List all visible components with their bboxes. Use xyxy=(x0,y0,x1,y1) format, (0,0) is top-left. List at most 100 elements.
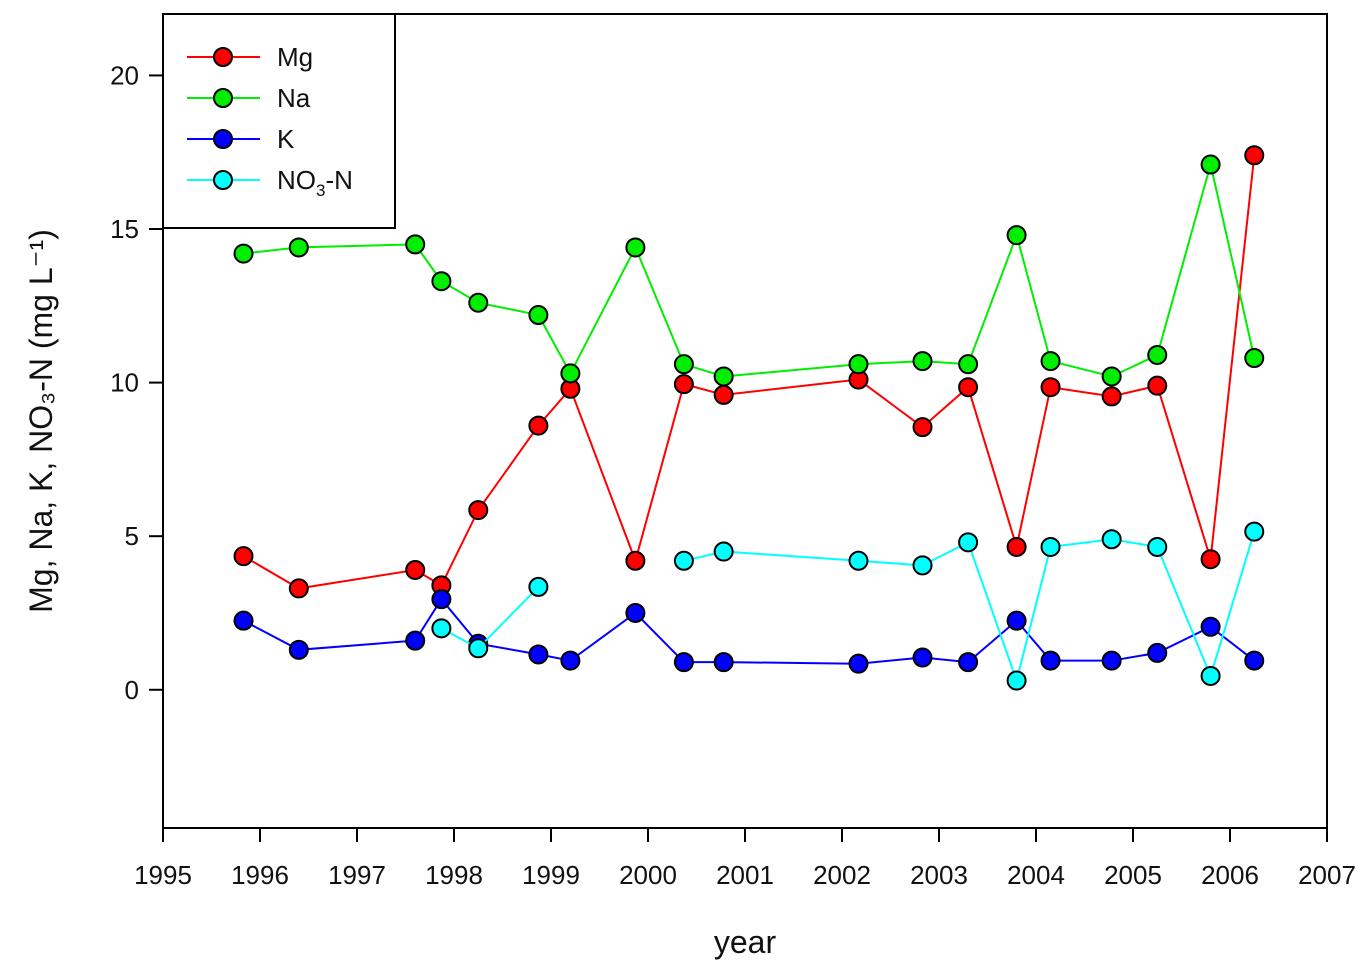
data-point xyxy=(1006,670,1027,691)
legend-item-mg: Mg xyxy=(187,42,313,72)
y-tick-label: 5 xyxy=(125,521,139,551)
data-point xyxy=(431,589,452,610)
legend-item-k: K xyxy=(187,124,295,154)
x-tick-label: 2007 xyxy=(1298,860,1356,890)
data-point xyxy=(1244,348,1265,369)
data-point xyxy=(673,550,694,571)
data-point xyxy=(625,237,646,258)
data-point xyxy=(673,652,694,673)
legend-label: Na xyxy=(277,83,311,113)
y-tick-label: 20 xyxy=(110,60,139,90)
data-point xyxy=(958,377,979,398)
data-point xyxy=(673,354,694,375)
x-tick-label: 1997 xyxy=(328,860,386,890)
data-point xyxy=(1040,536,1061,557)
x-tick-label: 2003 xyxy=(910,860,968,890)
y-tick-label: 0 xyxy=(125,675,139,705)
x-axis: 1995 1996 1997 1998 1999 2000 2001 2002 2003 2004… xyxy=(134,828,1356,890)
y-tick-label: 10 xyxy=(110,368,139,398)
y-axis: 0 5 10 15 20 xyxy=(110,60,163,705)
legend-marker xyxy=(213,129,233,149)
x-tick-label: 1999 xyxy=(522,860,580,890)
x-tick-label: 2005 xyxy=(1104,860,1162,890)
series-no-n xyxy=(431,521,1265,691)
x-tick-label: 2006 xyxy=(1201,860,1259,890)
data-point xyxy=(1244,650,1265,671)
data-point xyxy=(468,500,489,521)
data-point xyxy=(288,578,309,599)
data-point xyxy=(1147,375,1168,396)
data-point xyxy=(1040,351,1061,372)
data-point xyxy=(431,618,452,639)
data-point xyxy=(958,354,979,375)
data-point xyxy=(431,271,452,292)
data-point xyxy=(1200,665,1221,686)
data-point xyxy=(405,234,426,255)
legend-marker xyxy=(213,170,233,190)
data-point xyxy=(912,417,933,438)
data-point xyxy=(673,374,694,395)
data-point xyxy=(713,366,734,387)
series-k xyxy=(233,589,1265,674)
legend-box xyxy=(162,13,396,229)
series-mg xyxy=(233,145,1265,599)
data-point xyxy=(1244,521,1265,542)
data-point xyxy=(288,639,309,660)
data-point xyxy=(1006,536,1027,557)
legend-label: Mg xyxy=(277,42,313,72)
y-tick-label: 15 xyxy=(110,214,139,244)
x-tick-label: 1995 xyxy=(134,860,192,890)
data-point xyxy=(1244,145,1265,166)
data-point xyxy=(560,363,581,384)
legend-item-na: Na xyxy=(187,83,311,113)
data-point xyxy=(1147,642,1168,663)
data-point xyxy=(405,559,426,580)
data-point xyxy=(1040,377,1061,398)
data-point xyxy=(288,237,309,258)
data-point xyxy=(1200,549,1221,570)
x-axis-title: year xyxy=(714,924,777,960)
series-line xyxy=(243,597,1255,665)
data-point xyxy=(1200,616,1221,637)
data-point xyxy=(848,653,869,674)
data-point xyxy=(958,652,979,673)
data-point xyxy=(713,652,734,673)
x-tick-label: 2004 xyxy=(1007,860,1065,890)
data-point xyxy=(528,644,549,665)
data-point xyxy=(405,630,426,651)
legend-item-no-n: NO3-N xyxy=(187,165,353,200)
legend-marker xyxy=(213,47,233,67)
data-point xyxy=(528,415,549,436)
data-point xyxy=(1101,366,1122,387)
data-point xyxy=(848,550,869,571)
data-point xyxy=(912,351,933,372)
data-point xyxy=(1006,610,1027,631)
data-point xyxy=(958,532,979,553)
data-point xyxy=(233,610,254,631)
legend-label: NO3-N xyxy=(277,165,353,200)
data-point xyxy=(912,555,933,576)
data-point xyxy=(468,638,489,659)
x-tick-label: 2002 xyxy=(813,860,871,890)
data-point xyxy=(560,650,581,671)
data-point xyxy=(528,305,549,326)
data-point xyxy=(1101,650,1122,671)
y-axis-title: Mg, Na, K, NO₃-N (mg L⁻¹) xyxy=(23,229,59,613)
x-tick-label: 1996 xyxy=(231,860,289,890)
data-point xyxy=(848,354,869,375)
x-tick-label: 2001 xyxy=(716,860,774,890)
series-layer xyxy=(233,145,1265,691)
data-point xyxy=(468,292,489,313)
legend: Mg Na K NO3-N xyxy=(162,13,396,229)
legend-label: K xyxy=(277,124,295,154)
legend-marker xyxy=(213,88,233,108)
data-point xyxy=(1101,386,1122,407)
data-point xyxy=(1147,536,1168,557)
data-point xyxy=(625,602,646,623)
data-point xyxy=(713,541,734,562)
data-point xyxy=(1200,154,1221,175)
series-na xyxy=(233,154,1265,387)
data-point xyxy=(1006,225,1027,246)
